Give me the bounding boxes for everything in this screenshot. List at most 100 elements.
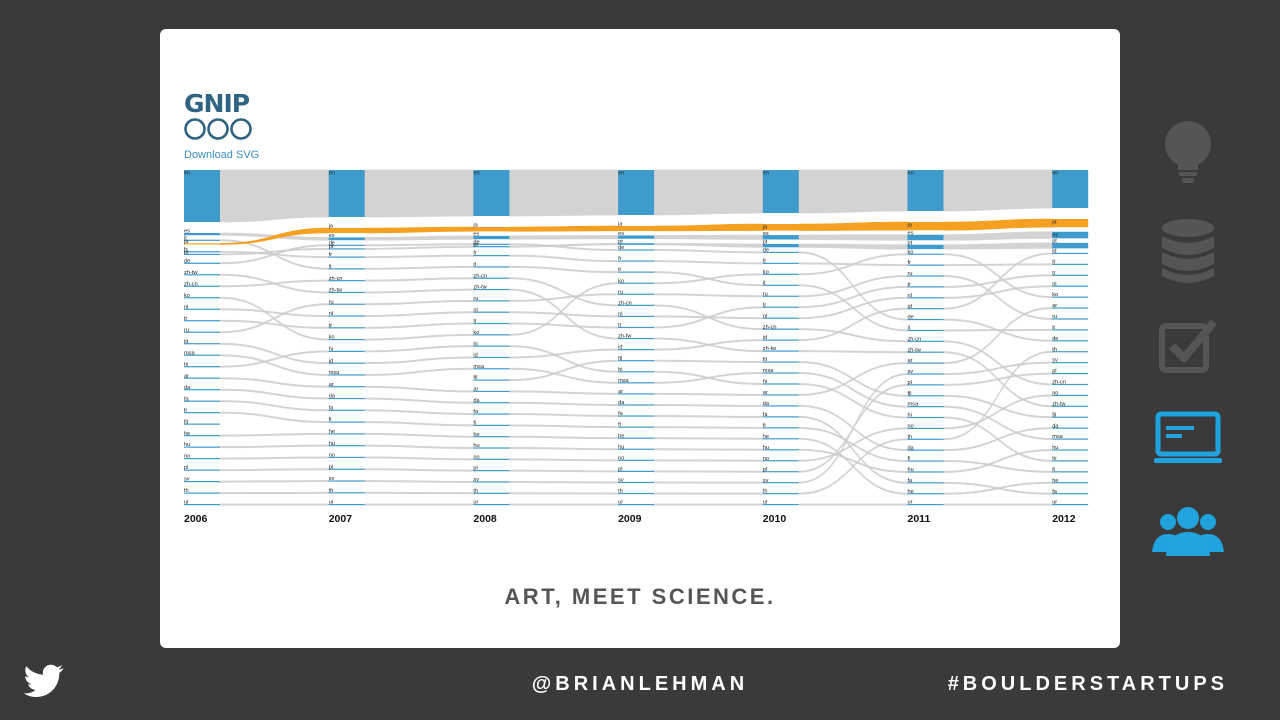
- laptop-icon[interactable]: [1150, 408, 1226, 484]
- label-fil-2010: fil: [763, 357, 767, 363]
- bar-ru-2008: [473, 300, 510, 302]
- flow-ar: [364, 385, 474, 393]
- bar-fr-2011: [907, 264, 944, 266]
- year-label-2009: 2009: [618, 513, 642, 525]
- label-tr-2006: tr: [184, 316, 188, 322]
- label-zh-tw-2006: zh-tw: [184, 270, 198, 276]
- flow-fr: [653, 260, 764, 265]
- flow-hu: [364, 444, 474, 450]
- bar-fa-2011: [907, 482, 944, 484]
- label-id-2011: id: [908, 304, 912, 310]
- label-nl-2007: nl: [329, 311, 333, 317]
- database-icon[interactable]: [1150, 214, 1226, 290]
- bar-id-2006: [184, 343, 220, 345]
- bar-ko-2007: [328, 338, 365, 341]
- flow-ar: [943, 307, 1053, 365]
- bar-no-2008: [473, 458, 510, 460]
- bar-ur-2007: [328, 504, 365, 506]
- logo-text: GNIP: [184, 89, 250, 118]
- label-de-2011: de: [908, 315, 914, 321]
- download-svg-link[interactable]: Download SVG: [184, 149, 260, 161]
- flow-pl: [364, 468, 474, 472]
- flow-fil: [943, 394, 1053, 419]
- flow-fr: [943, 263, 1053, 267]
- flow-fa: [364, 409, 474, 416]
- lightbulb-icon[interactable]: [1150, 114, 1226, 190]
- label-es-2006: es: [184, 229, 190, 235]
- bar-it-2010: [762, 284, 799, 286]
- bar-pl-2011: [907, 384, 944, 386]
- bar-ru-2010: [762, 295, 799, 297]
- flow-es: [364, 235, 474, 241]
- bar-hu-2010: [762, 449, 799, 451]
- label-ko-2012: ko: [1052, 292, 1058, 298]
- label-ko-2011: ko: [908, 249, 914, 255]
- flow-ur: [653, 503, 764, 506]
- flow-zh-cn: [219, 279, 330, 288]
- bar-zh-cn-2006: [184, 285, 220, 287]
- flow-pl: [943, 372, 1053, 386]
- label-fr-2008: fr: [473, 251, 477, 257]
- flow-ko: [943, 253, 1053, 299]
- label-he-2010: he: [763, 434, 769, 440]
- bar-zh-cn-2012: [1052, 383, 1089, 386]
- bar-it-2006: [184, 239, 220, 241]
- bar-ur-2010: [762, 504, 799, 506]
- flow-zh-tw: [798, 350, 908, 354]
- flow-sv: [798, 372, 908, 484]
- label-no-2006: no: [184, 454, 190, 460]
- flow-he: [364, 432, 474, 438]
- label-ja-2008: ja: [472, 223, 478, 229]
- label-zh-cn-2009: zh-cn: [618, 300, 632, 306]
- flow-da: [509, 401, 619, 406]
- label-fa-2009: fa: [618, 411, 624, 417]
- users-icon[interactable]: [1150, 500, 1226, 576]
- label-ar-2011: ar: [908, 358, 913, 364]
- label-es-2012: es: [1052, 232, 1058, 238]
- label-ko-2009: ko: [618, 278, 624, 284]
- bar-id-2007: [328, 362, 365, 364]
- label-it-2010: it: [763, 280, 766, 286]
- bar-ur-2009: [618, 504, 655, 506]
- checkbox-icon[interactable]: [1150, 310, 1226, 386]
- flow-no: [653, 459, 764, 462]
- label-de-2006: de: [184, 258, 190, 264]
- twitter-icon[interactable]: [24, 664, 64, 698]
- label-th-2008: th: [473, 488, 478, 494]
- label-no-2009: no: [618, 455, 624, 461]
- bar-en-2010: [762, 170, 799, 213]
- flow-fil: [509, 359, 619, 382]
- label-ko-2010: ko: [763, 269, 769, 275]
- bar-pt-2008: [473, 246, 510, 248]
- bar-msa-2008: [473, 368, 510, 370]
- label-ur-2011: ur: [908, 500, 913, 506]
- bar-fil-2009: [618, 360, 655, 362]
- label-ru-2011: ru: [908, 271, 913, 277]
- bar-da-2007: [328, 397, 365, 400]
- flow-ru: [219, 303, 330, 334]
- bar-pl-2008: [473, 470, 510, 472]
- label-msa-2010: msa: [763, 368, 774, 374]
- label-zh-cn-2006: zh-cn: [184, 281, 198, 287]
- flows: [219, 169, 1053, 506]
- bar-zh-tw-2011: [907, 351, 944, 353]
- label-pl-2008: pl: [473, 466, 477, 472]
- label-fil-2012: fil: [1052, 412, 1056, 418]
- bar-es-2008: [473, 235, 510, 240]
- label-fr-2012: fr: [1052, 259, 1056, 265]
- label-en-2010: en: [763, 171, 769, 177]
- label-hu-2012: hu: [1052, 445, 1058, 451]
- label-zh-tw-2007: zh-tw: [329, 288, 343, 294]
- bar-ar-2009: [618, 393, 655, 395]
- label-fr-2007: fr: [329, 252, 333, 258]
- bar-tr-2010: [762, 306, 799, 308]
- bar-sv-2008: [473, 481, 510, 483]
- bar-ja-2010: [762, 224, 799, 231]
- label-nl-2012: nl: [1052, 281, 1056, 287]
- label-da-2012: da: [1052, 423, 1059, 429]
- bar-zh-cn-2011: [907, 340, 944, 342]
- twitter-handle: @BRIANLEHMAN: [531, 673, 749, 695]
- label-sv-2009: sv: [618, 478, 624, 484]
- label-ja-2010: ja: [762, 225, 768, 231]
- flow-msa: [943, 405, 1053, 441]
